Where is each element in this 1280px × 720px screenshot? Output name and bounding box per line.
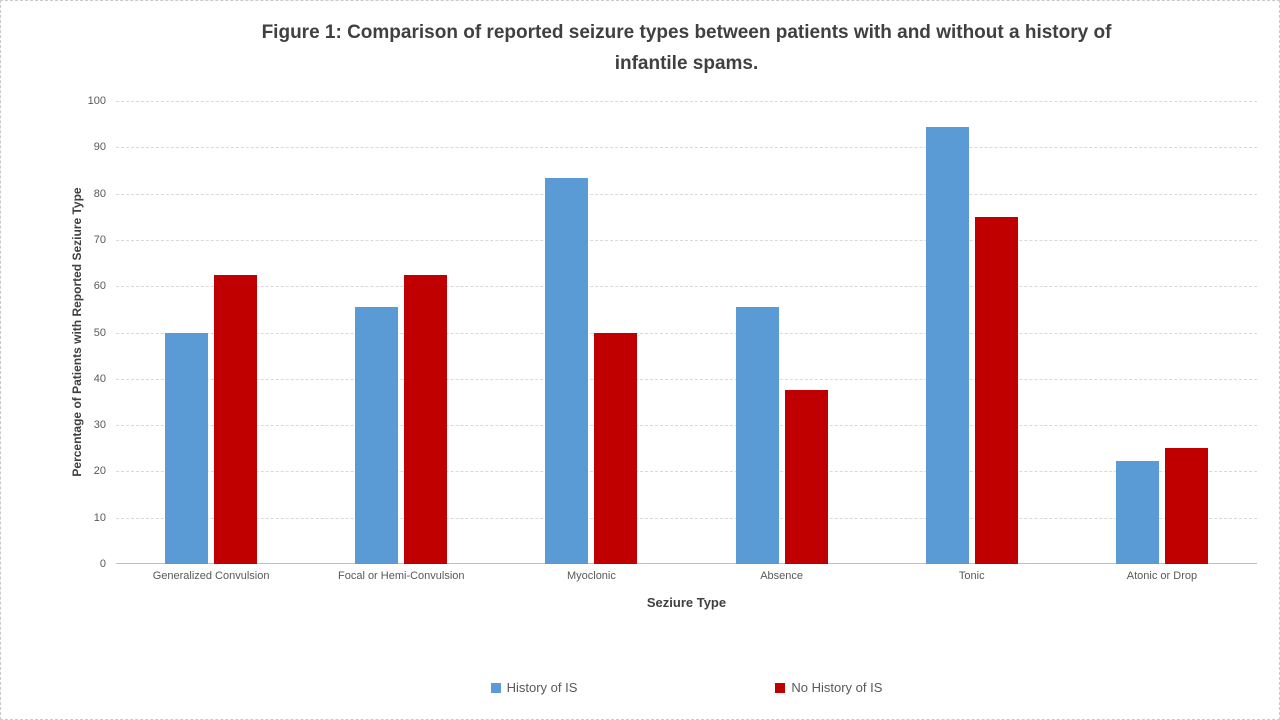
legend-item-history-of-is[interactable]: History of IS [490,680,578,695]
y-tick-label-60: 60 [93,280,106,293]
y-tick-label-30: 30 [93,419,106,432]
x-category-label-myoclonic: Myoclonic [566,570,616,582]
chart-title-line2: infantile spams. [614,53,759,74]
x-axis-category-labels: Generalized Convulsion Focal or Hemi-Conv… [116,570,1257,582]
bar-groups [116,101,1257,564]
x-axis-line [116,563,1257,564]
bar-group-absence [687,101,877,564]
y-tick-label-70: 70 [93,233,106,246]
bar-history-of-is-focal-or-hemi-convulsion[interactable] [355,307,399,564]
bar-group-tonic [877,101,1067,564]
x-category-label-focal-or-hemi-convulsion: Focal or Hemi-Convulsion [337,570,465,582]
bar-no-history-of-is-focal-or-hemi-convulsion[interactable] [404,274,448,564]
x-category-label-tonic: Tonic [958,570,985,582]
bar-no-history-of-is-tonic[interactable] [974,216,1018,564]
legend-label-history-of-is: History of IS [506,680,578,695]
bar-history-of-is-atonic-or-drop[interactable] [1115,461,1159,564]
bar-group-generalized-convulsion [116,101,306,564]
bar-group-focal-or-hemi-convulsion [306,101,496,564]
gridline-20 [116,471,1257,473]
plot-area [116,101,1257,564]
bar-no-history-of-is-atonic-or-drop[interactable] [1164,448,1208,564]
legend-label-no-history-of-is: No History of IS [791,680,883,695]
gridline-60 [116,286,1257,288]
y-tick-label-40: 40 [93,372,106,385]
gridline-10 [116,517,1257,519]
gridline-100 [116,101,1257,102]
y-axis-tick-labels: 0 10 20 30 40 50 60 70 80 90 100 [56,95,106,570]
bar-group-myoclonic [496,101,686,564]
bar-history-of-is-myoclonic[interactable] [545,178,589,564]
x-category-label-generalized-convulsion: Generalized Convulsion [152,570,270,582]
chart-title-line1: Figure 1: Comparison of reported seizure… [261,22,1112,43]
y-tick-label-100: 100 [87,95,106,107]
bar-no-history-of-is-myoclonic[interactable] [594,332,638,564]
bar-history-of-is-tonic[interactable] [925,126,969,564]
bar-history-of-is-generalized-convulsion[interactable] [165,332,209,564]
y-tick-label-50: 50 [93,326,106,339]
legend: History of IS No History of IS [116,680,1257,695]
chart-title: Figure 1: Comparison of reported seizure… [116,17,1257,79]
bar-history-of-is-absence[interactable] [735,307,779,564]
gridline-90 [116,147,1257,149]
x-axis-title: Seziure Type [646,595,727,610]
x-category-label-absence: Absence [760,570,803,582]
bar-group-atonic-or-drop [1067,101,1257,564]
x-category-label-atonic-or-drop: Atonic or Drop [1126,570,1198,582]
y-tick-label-80: 80 [93,187,106,200]
gridline-50 [116,332,1257,334]
legend-swatch-no-history-of-is [775,682,786,693]
gridline-30 [116,425,1257,427]
y-tick-label-0: 0 [99,558,106,570]
bar-no-history-of-is-generalized-convulsion[interactable] [214,274,258,564]
gridline-40 [116,378,1257,380]
y-tick-label-20: 20 [93,465,106,478]
legend-item-no-history-of-is[interactable]: No History of IS [775,680,882,695]
gridline-80 [116,193,1257,195]
y-tick-label-10: 10 [93,511,106,524]
y-tick-label-90: 90 [93,141,106,154]
legend-swatch-history-of-is [490,682,501,693]
bar-no-history-of-is-absence[interactable] [784,390,828,564]
gridline-70 [116,239,1257,241]
